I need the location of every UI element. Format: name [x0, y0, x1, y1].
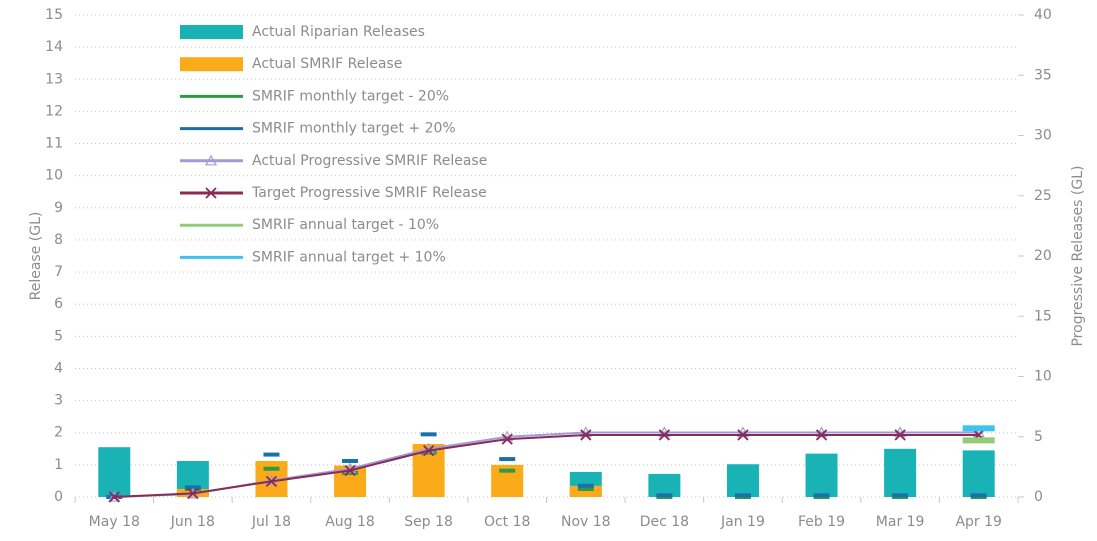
target-dash: [499, 468, 516, 473]
legend-label: Target Progressive SMRIF Release: [251, 185, 487, 201]
y2-tick-label: 25: [1034, 188, 1052, 204]
target-dash: [263, 466, 280, 471]
y-tick-label: 15: [45, 7, 63, 23]
line-marker: [344, 464, 356, 477]
y2-tick-label: 10: [1034, 369, 1052, 385]
y-tick-label: 7: [54, 264, 63, 280]
y-axis-label: Release (GL): [28, 212, 44, 301]
x-tick-label: Apr 19: [955, 514, 1001, 530]
legend-label: SMRIF annual target - 10%: [252, 217, 439, 233]
target-dash: [342, 459, 359, 464]
target-dash: [734, 493, 751, 498]
bar: [726, 464, 759, 497]
target-dash: [184, 485, 201, 490]
legend-marker: [205, 187, 217, 199]
bar: [648, 473, 681, 497]
y-tick-label: 2: [54, 425, 63, 441]
x-tick-label: May 18: [89, 514, 140, 530]
y-tick-label: 4: [54, 360, 63, 376]
target-dash: [499, 457, 516, 462]
x-tick-label: Oct 18: [484, 514, 530, 530]
y2-tick-label: 40: [1034, 7, 1052, 23]
legend-label: Actual Riparian Releases: [252, 24, 425, 40]
legend-label: SMRIF annual target + 10%: [252, 249, 446, 265]
x-tick-label: Nov 18: [561, 514, 611, 530]
target-dash: [970, 493, 987, 498]
y-tick-label: 8: [54, 232, 63, 248]
y2-axis-label: Progressive Releases (GL): [1070, 165, 1086, 346]
target-dash: [263, 452, 280, 457]
line-marker: [658, 429, 671, 441]
y-tick-label: 11: [45, 136, 63, 152]
legend-label: Actual SMRIF Release: [252, 56, 402, 72]
y-tick-label: 0: [54, 489, 63, 505]
line-marker: [422, 444, 435, 457]
bar: [884, 448, 917, 497]
target-dash: [577, 483, 594, 488]
y-tick-label: 3: [54, 393, 63, 409]
annual-target: [962, 425, 995, 432]
line: [114, 433, 979, 498]
target-dash: [656, 493, 673, 498]
legend-label: Actual Progressive SMRIF Release: [252, 153, 487, 169]
legend-swatch: [180, 57, 243, 72]
line-marker: [265, 475, 278, 487]
x-tick-label: Feb 19: [798, 514, 845, 530]
y-tick-label: 12: [45, 103, 63, 119]
y-tick-label: 14: [45, 39, 63, 55]
y-tick-label: 5: [54, 328, 63, 344]
bar: [805, 453, 838, 497]
x-tick-label: Dec 18: [640, 514, 689, 530]
y-tick-label: 1: [54, 457, 63, 473]
bar: [569, 485, 602, 497]
y-tick-label: 13: [45, 71, 63, 87]
line-marker: [580, 429, 592, 441]
x-tick-label: Jan 19: [720, 514, 765, 530]
y2-tick-label: 5: [1034, 429, 1043, 445]
line-marker: [187, 487, 199, 500]
legend-label: SMRIF monthly target - 20%: [252, 88, 449, 104]
y2-tick-label: 15: [1034, 308, 1052, 324]
legend-label: SMRIF monthly target + 20%: [252, 121, 456, 137]
x-tick-label: Mar 19: [876, 514, 925, 530]
line-marker: [737, 429, 749, 441]
y-tick-label: 9: [54, 200, 63, 216]
x-tick-label: Jul 18: [251, 514, 291, 530]
y-tick-label: 10: [45, 168, 63, 184]
line-marker: [501, 433, 513, 445]
line-marker: [108, 491, 120, 503]
y2-tick-label: 0: [1034, 489, 1043, 505]
y2-tick-label: 35: [1034, 67, 1052, 83]
legend-marker: [204, 154, 218, 166]
x-tick-label: Aug 18: [325, 514, 375, 530]
target-dash: [577, 486, 594, 491]
target-dash: [892, 493, 909, 498]
y2-tick-label: 30: [1034, 128, 1052, 144]
x-tick-label: Jun 18: [170, 514, 215, 530]
legend-swatch: [180, 25, 243, 39]
target-dash: [813, 493, 830, 498]
bar: [98, 447, 131, 497]
line-marker: [894, 429, 906, 441]
x-tick-label: Sep 18: [404, 514, 453, 530]
y-tick-label: 6: [54, 296, 63, 312]
annual-target: [962, 437, 995, 444]
line-marker: [815, 429, 828, 441]
bar: [962, 450, 995, 497]
target-dash: [420, 432, 437, 437]
y2-tick-label: 20: [1034, 248, 1052, 264]
